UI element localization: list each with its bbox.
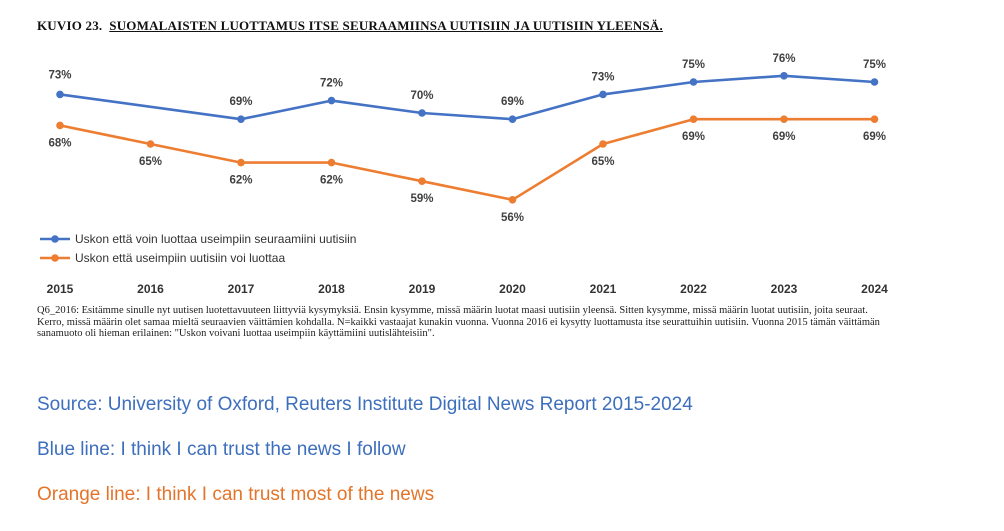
data-label: 62% [320,175,343,187]
x-tick-label: 2022 [680,282,707,296]
data-point [418,109,426,117]
data-label: 72% [320,78,343,90]
data-point [418,177,426,185]
x-tick-label: 2021 [590,282,617,296]
data-label: 68% [48,137,71,149]
x-tick-label: 2015 [47,282,74,296]
orange-line-caption: Orange line: I think I can trust most of… [37,484,435,505]
data-point [508,115,517,123]
x-tick-label: 2023 [771,282,798,296]
data-label: 56% [501,212,524,224]
x-tick-label: 2024 [861,282,888,296]
line-chart: 2015 2016 2017 2018 2019 2020 2021 2022 2023 2024… [40,53,888,296]
legend-marker [51,235,59,243]
data-point [56,121,64,130]
data-point [327,96,336,105]
data-label: 65% [139,156,162,168]
data-label: 65% [591,156,614,168]
x-tick-label: 2020 [499,282,526,296]
data-point [237,115,245,123]
data-point [870,115,879,123]
data-label: 69% [682,131,705,143]
data-label: 62% [229,175,252,187]
data-point [780,115,788,123]
x-tick-label: 2016 [137,282,164,296]
data-point [870,78,879,86]
data-point [508,196,517,204]
data-label: 73% [48,69,71,81]
series-line-blue [59,74,875,121]
data-label: 59% [410,193,433,205]
figure-note: Q6_2016: Esitämme sinulle nyt uutisen lu… [37,305,880,339]
blue-line-caption: Blue line: I think I can trust the news … [37,439,406,460]
x-tick-label: 2017 [228,282,255,296]
data-label: 73% [591,71,614,83]
data-label: 75% [682,59,705,71]
data-point [327,158,336,167]
series-line-orange [59,117,875,202]
data-label: 69% [229,96,252,108]
data-label: 70% [410,90,433,102]
data-point [56,90,64,99]
data-point [237,158,245,167]
data-point [689,78,698,86]
figure-title-text: SUOMALAISTEN LUOTTAMUS ITSE SEURAAMIINSA… [109,18,663,33]
data-label: 69% [501,96,524,108]
data-point [599,90,607,99]
legend-label: Uskon että voin luottaa useimpiin seuraa… [75,232,356,246]
x-tick-label: 2018 [318,282,345,296]
figure-title: KUVIO 23. SUOMALAISTEN LUOTTAMUS ITSE SE… [37,18,663,34]
data-point [780,72,788,80]
data-label: 69% [772,131,795,143]
data-point [689,115,698,123]
data-label: 75% [863,59,886,71]
x-tick-label: 2019 [409,282,436,296]
legend-label: Uskon että useimpiin uutisiin voi luotta… [75,251,285,265]
data-label: 69% [863,131,886,143]
legend-marker [51,254,59,262]
data-point [599,140,607,148]
figure-label: KUVIO 23. [37,18,103,33]
data-label: 76% [772,53,795,65]
data-point [146,140,155,148]
source-caption: Source: University of Oxford, Reuters In… [37,394,693,415]
